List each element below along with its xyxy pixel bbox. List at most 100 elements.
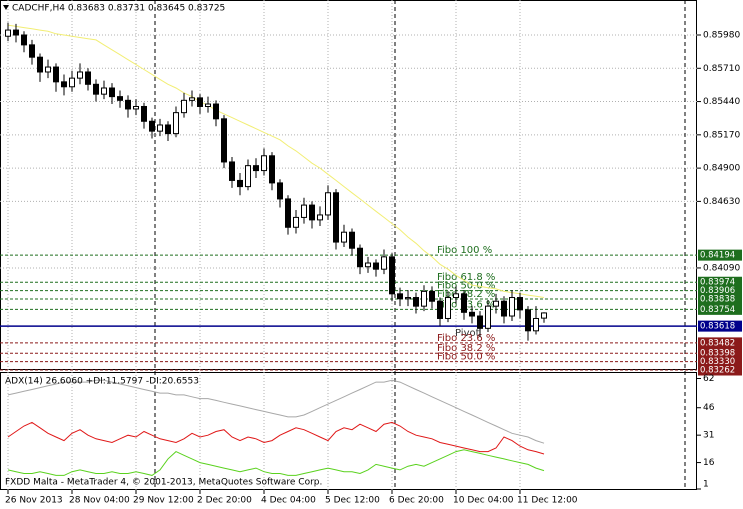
price-box-label: 0.83974	[700, 278, 735, 288]
candle-body	[77, 71, 83, 79]
candle-body	[301, 204, 307, 218]
candle-body	[333, 192, 339, 243]
y-tick-label: 0.85980	[703, 31, 740, 41]
candle-body	[109, 87, 115, 98]
indicator-title: ADX(14) 26.6060 +DI:11.5797 -DI:20.6553	[5, 377, 199, 387]
price-box	[698, 356, 742, 368]
candle-body	[365, 262, 371, 268]
candle-body	[485, 305, 491, 329]
candle-body	[21, 34, 27, 46]
candle-body	[277, 182, 283, 200]
price-box-label: 0.83398	[700, 349, 735, 359]
price-box-label: 0.83262	[700, 366, 735, 376]
candle-body	[381, 256, 387, 270]
price-box-label: 0.83330	[700, 357, 735, 367]
y-tick-label: 46	[703, 403, 715, 413]
candle-body	[13, 29, 19, 36]
indicator-line	[7, 24, 545, 298]
candle-body	[517, 297, 523, 311]
candle-body	[45, 66, 51, 73]
candle-body	[285, 198, 291, 228]
price-box	[698, 320, 742, 332]
candle-body	[37, 56, 43, 73]
candle-body	[101, 87, 107, 95]
price-box	[698, 364, 742, 376]
candle-body	[53, 66, 59, 83]
indicator-window-frame	[0, 372, 697, 490]
candle-body	[437, 300, 443, 319]
candle-body	[197, 97, 203, 107]
y-tick-label: 0.84900	[703, 164, 740, 174]
price-box	[698, 337, 742, 349]
candle-body	[5, 29, 11, 37]
candle-body	[253, 165, 259, 172]
candle-body	[493, 300, 499, 307]
x-tick-label: 26 Nov 2013	[5, 496, 63, 506]
candle-body	[173, 112, 179, 135]
y-tick-label: 0.84630	[703, 197, 740, 207]
price-box-label: 0.84194	[700, 251, 735, 261]
price-box-label: 0.83906	[700, 286, 735, 296]
footer: FXDD Malta - MetaTrader 4, © 2001-2013, …	[5, 478, 322, 488]
candle-body	[349, 231, 355, 249]
y-tick-label: 16	[703, 458, 715, 468]
candle-body	[445, 297, 451, 319]
candle-body	[141, 105, 147, 122]
price-box	[698, 249, 742, 261]
price-box	[698, 303, 742, 315]
candle-body	[125, 99, 131, 110]
candle-body	[477, 315, 483, 329]
x-tick-label: 4 Dec 04:00	[261, 496, 316, 506]
price-box-label: 0.83618	[700, 322, 735, 332]
candle-body	[85, 71, 91, 85]
candle-body	[453, 293, 459, 299]
candle-body	[429, 290, 435, 302]
candle-body	[157, 124, 163, 132]
indicator-line	[7, 421, 545, 455]
y-tick-label: 0.85440	[703, 97, 740, 107]
candle-body	[29, 44, 35, 58]
candle-body	[245, 165, 251, 188]
candle-body	[533, 317, 539, 332]
candle-body	[261, 155, 267, 172]
candle-body	[189, 97, 195, 101]
chart-title: CADCHF,H4 0.83683 0.83731 0.83645 0.8372…	[12, 4, 225, 14]
candle-body	[229, 161, 235, 181]
candle-body	[341, 231, 347, 243]
candle-body	[525, 309, 531, 332]
x-tick-label: 2 Dec 20:00	[197, 496, 252, 506]
candle-body	[221, 118, 227, 163]
candle-body	[293, 216, 299, 228]
level-text: Fibo 61.8 %	[437, 272, 495, 283]
candle-body	[357, 247, 363, 268]
candle-body	[69, 77, 75, 88]
y-tick-label: 0.84090	[703, 263, 740, 273]
x-tick-label: 28 Nov 04:00	[69, 496, 130, 506]
y-tick-label: 0.85170	[703, 130, 740, 140]
level-text: Fibo 23.6 %	[437, 333, 495, 344]
plot-layer: 0.85980 0.85710 0.85440 0.85170 0.84900 0.846…	[0, 22, 742, 506]
candle-body	[389, 256, 395, 295]
y-tick-label: 62	[703, 374, 714, 384]
x-tick-label: 10 Dec 04:00	[453, 496, 514, 506]
candle-body	[461, 293, 467, 313]
price-box-label: 0.83754	[700, 305, 735, 315]
candle-body	[93, 83, 99, 95]
candle-body	[405, 297, 411, 300]
indicator-line	[7, 379, 545, 444]
candle-body	[325, 192, 331, 216]
candle-body	[373, 262, 379, 270]
candle-body	[317, 214, 323, 221]
x-tick-label: 11 Dec 12:00	[517, 496, 578, 506]
y-tick-label: 0.85710	[703, 64, 740, 74]
candle-body	[501, 300, 507, 317]
x-tick-label: 6 Dec 20:00	[389, 496, 444, 506]
candle-body	[165, 124, 171, 135]
x-tick-label: 29 Nov 12:00	[133, 496, 194, 506]
window-menu-arrow	[3, 5, 9, 10]
candle-body	[509, 297, 515, 317]
candle-body	[133, 105, 139, 110]
candle-body	[181, 99, 187, 114]
y-tick-label: 1	[703, 480, 709, 490]
